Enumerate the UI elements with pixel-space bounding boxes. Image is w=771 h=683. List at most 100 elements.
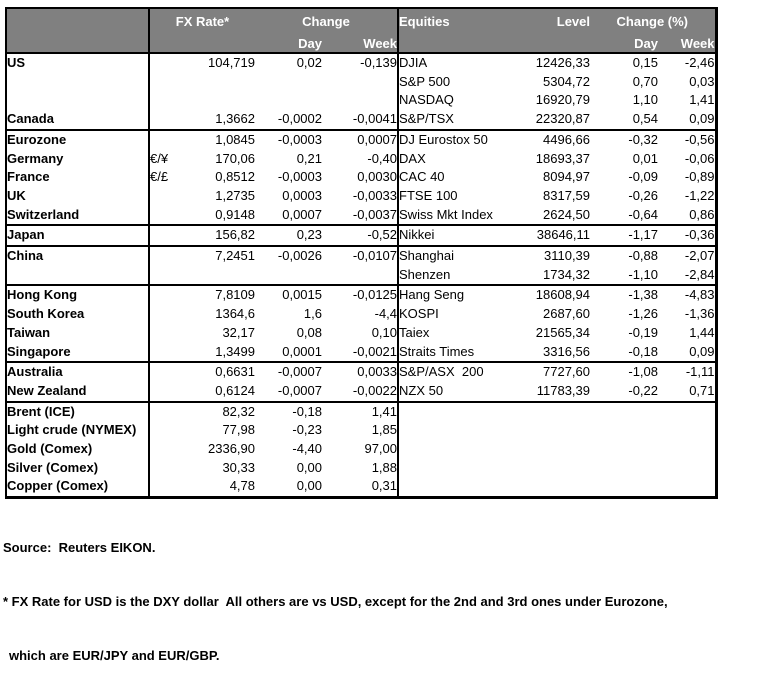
equity-name: DJIA [399,55,428,70]
equity-name [398,477,505,497]
equity-name: S&P/TSX [399,111,454,127]
equity-name: DAX [399,150,426,166]
fx-row-label: Singapore [6,342,150,363]
equity-day-change-value [590,477,658,497]
equity-day-change-value: -0,32 [590,128,659,150]
fx-week-change-value: 0,0030 [322,168,400,187]
table-row: Light crude (NYMEX) 77,98 -0,23 1,85 [6,421,716,441]
equity-week-change-value: 0,71 [689,382,715,398]
currency-pair-label [149,459,186,478]
equity-level-value: 16920,79 [535,92,591,108]
equity-name: Hang Seng [398,284,506,306]
fx-rate-footnote-line1: * FX Rate for USD is the DXY dollar All … [3,594,668,610]
fx-row-label: South Korea [6,305,150,324]
header-corner-cell [6,8,150,34]
fx-day-change-value: 0,0001 [282,343,322,359]
equity-name: FTSE 100 [399,187,458,203]
equity-level-value: 3110,39 [505,245,591,266]
table-row: Copper (Comex) 4,78 0,00 0,31 [6,477,716,498]
equity-level-value: 18608,94 [505,284,591,306]
fx-row-label: Brent (ICE) [6,400,150,422]
equity-level-value: 1734,32 [543,266,591,282]
fx-week-change-value: 1,85 [322,421,400,441]
equity-week-change-value: 0,03 [689,73,715,89]
header-blank-cell [6,34,150,53]
equity-day-change-value [590,421,658,440]
equity-week-change-value: 0,09 [689,343,715,359]
fx-day-change-value: 0,00 [296,459,322,475]
equity-name: Swiss Mkt Index [399,206,493,222]
equity-name [398,440,505,459]
equity-day-change-value: -1,17 [590,224,659,247]
equity-week-change-value: -2,07 [658,245,717,266]
fx-row-label: New Zealand [6,381,150,402]
equity-level-value: 3316,56 [543,343,591,359]
equity-week-change-value [658,421,716,440]
fx-rate-value: 1,2735 [215,187,255,203]
table-row: Australia 0,6631 -0,0007 0,0033 S&P/ASX 200 7… [6,361,717,382]
header-fx-week: Week [322,34,400,53]
fx-week-change-value [322,265,400,286]
fx-day-change-value: -0,0003 [255,128,322,150]
equity-name: NZX 50 [399,382,444,398]
table-row: Japan 156,82 0,23 -0,52 Nikkei 38646,11 -1,17-… [6,224,717,247]
currency-pair-label [149,324,186,343]
fx-row-label [6,91,150,111]
equity-level-value: 11783,39 [536,382,591,398]
equity-level-value: 22320,87 [535,111,591,127]
fx-day-change-value: 0,0015 [255,284,322,306]
fx-week-change-value: 0,31 [322,477,400,498]
fx-week-change-value: 1,41 [322,400,400,422]
equity-week-change-value: -1,22 [684,187,715,203]
fx-day-change-value [255,73,322,92]
table-row: UK 1,2735 0,0003 -0,0033 FTSE 100 8317,59 -0,2… [6,186,716,206]
fx-rate-value: 0,9148 [215,206,255,222]
fx-day-change-value: 0,02 [296,55,322,70]
table-body: US 104,719 0,02 -0,139 DJIA 12426,33 0,15 -2,46… [6,53,717,498]
fx-week-change-value: -0,0021 [322,342,400,363]
fx-rate-value: 1,0845 [186,128,255,150]
table-row: Hong Kong 7,8109 0,0015 -0,0125 Hang Seng 186… [6,284,717,306]
fx-rate-value: 1364,6 [215,306,255,322]
equity-level-value: 4496,66 [505,128,591,150]
equity-level-value [505,400,591,422]
fx-day-change-value: -0,0026 [255,245,322,266]
currency-pair-label [149,266,186,286]
table-row: New Zealand 0,6124 -0,0007 -0,0022 NZX 50 117… [6,381,716,402]
equity-name: NASDAQ [399,92,454,108]
currency-pair-label [149,245,186,266]
fx-day-change-value: -0,0007 [255,361,322,382]
fx-week-change-value: -0,0107 [322,245,400,266]
fx-rate-value: 77,98 [222,422,255,438]
equity-name: S&P/ASX 200 [398,361,506,382]
fx-day-change-value: -4,40 [292,441,322,457]
fx-row-label: Japan [6,224,150,247]
fx-equities-table: FX Rate* Change Equities Level Change (%… [5,7,718,500]
fx-rate-value: 0,6124 [215,382,255,398]
equity-week-change-value: -0,06 [684,150,715,166]
currency-pair-label [149,305,186,324]
table-row: China 7,2451 -0,0026 -0,0107 Shanghai 3110,39… [6,245,717,266]
fx-week-change-value: -0,0022 [322,381,400,402]
currency-pair-label [149,128,186,150]
equity-level-value: 12426,33 [535,55,591,70]
fx-day-change-value [255,266,322,286]
header-level: Level [505,8,591,34]
table-row: US 104,719 0,02 -0,139 DJIA 12426,33 0,15 -2,46 [6,53,716,73]
currency-pair-label [149,284,186,306]
fx-row-label: Switzerland [6,205,150,226]
equity-week-change-value: 0,09 [689,111,715,127]
header-blank-cell [149,34,255,53]
fx-rate-value [186,266,255,286]
fx-rate-value: 156,82 [186,224,255,247]
fx-row-label: US [6,53,150,73]
equity-day-change-value: -1,26 [628,306,659,322]
fx-rate-value: 32,17 [222,324,255,340]
equity-day-change-value: -1,10 [628,266,659,282]
header-blank-cell [398,34,506,53]
fx-row-label: Light crude (NYMEX) [6,421,150,441]
equity-level-value: 8094,97 [543,169,591,185]
table-row: Germany €/¥ 170,06 0,21 -0,40 DAX 18693,37 0,01… [6,149,716,169]
equity-day-change-value: 0,70 [632,73,659,89]
equity-day-change-value: -0,22 [628,382,659,398]
